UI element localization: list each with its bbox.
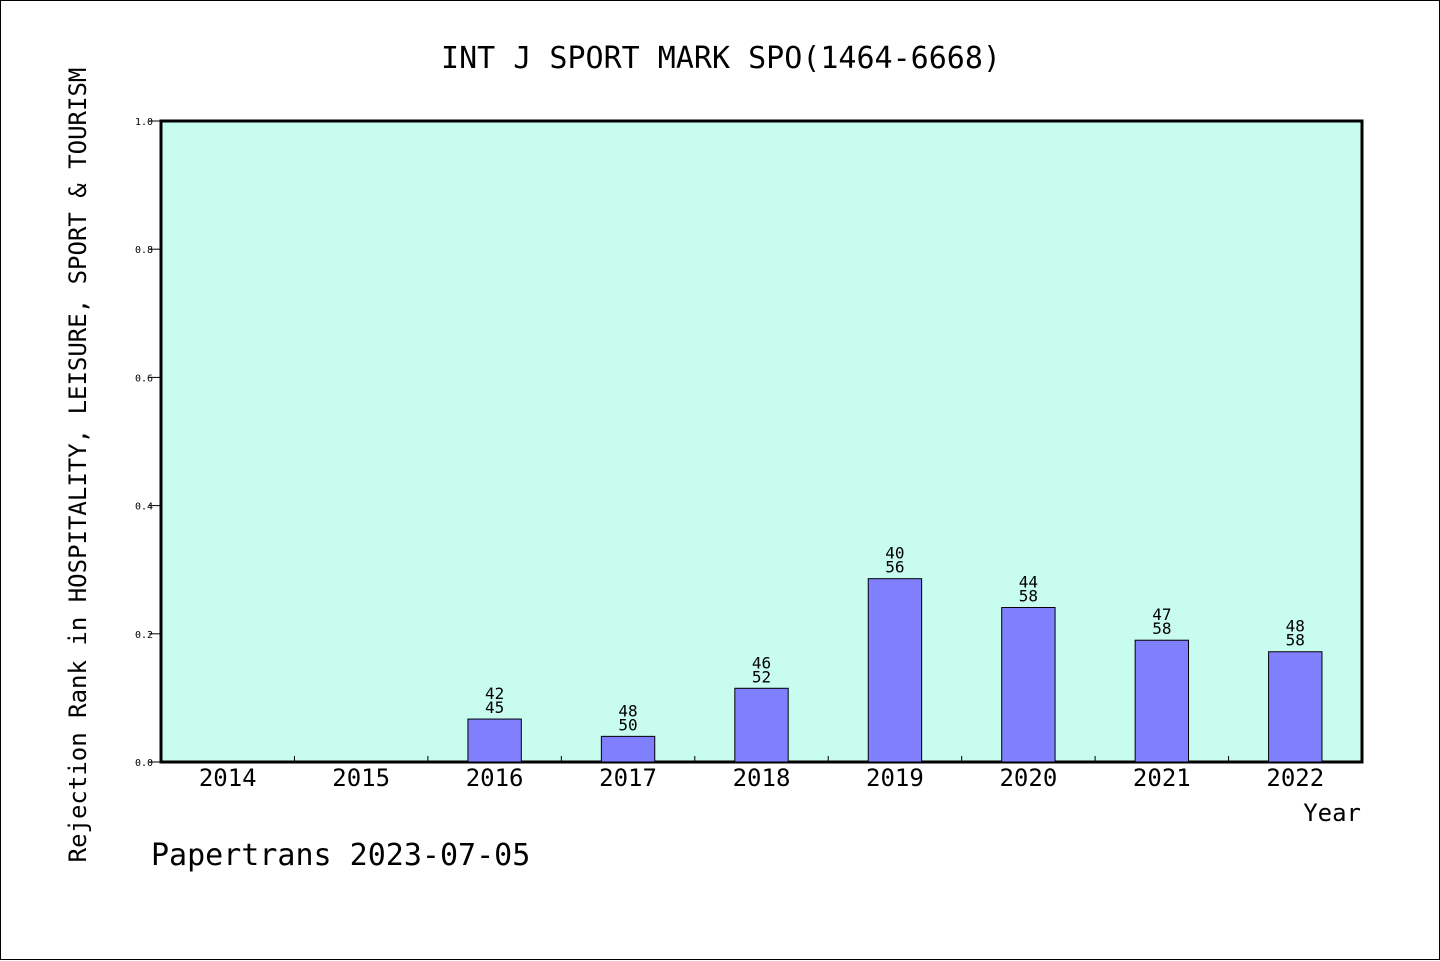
y-tick-label: 1.0 xyxy=(135,117,153,128)
bar-2018 xyxy=(734,687,789,763)
x-tick-label: 2020 xyxy=(999,764,1057,792)
bar-2022 xyxy=(1268,651,1323,763)
y-tick-label: 0.8 xyxy=(135,245,153,256)
x-tick-label: 2014 xyxy=(199,764,257,792)
y-tick-label: 0.2 xyxy=(135,630,153,641)
x-tick-label: 2015 xyxy=(332,764,390,792)
y-tick-label: 0.4 xyxy=(135,502,153,513)
bar-2017 xyxy=(600,735,656,763)
bar-label-total: 45 xyxy=(485,698,504,717)
bars xyxy=(467,578,1323,763)
bar-label-rank: 44 xyxy=(1019,573,1038,592)
footer-text: Papertrans 2023-07-05 xyxy=(151,838,530,873)
x-tick-label: 2022 xyxy=(1266,764,1324,792)
bar-label-total: 56 xyxy=(885,558,904,577)
y-tick-label: 0.6 xyxy=(135,373,153,384)
y-axis-ticks: 0.0 0.2 0.4 0.6 0.8 1.0 xyxy=(135,117,161,769)
bar-2019 xyxy=(867,578,923,763)
bar-2016 xyxy=(467,718,522,763)
bar-label-rank: 48 xyxy=(618,701,637,720)
x-tick-label: 2017 xyxy=(599,764,657,792)
bar-label-rank: 48 xyxy=(1286,617,1305,636)
y-tick-label: 0.0 xyxy=(135,758,153,769)
x-tick-label: 2019 xyxy=(866,764,924,792)
bar-label-total: 50 xyxy=(618,715,637,734)
chart-title: INT J SPORT MARK SPO(1464-6668) xyxy=(441,41,1001,76)
bar-label-total: 58 xyxy=(1152,619,1171,638)
bar-2020 xyxy=(1001,607,1056,763)
x-tick-label: 2016 xyxy=(466,764,524,792)
bar-2021 xyxy=(1134,639,1190,763)
bar-label-rank: 46 xyxy=(752,653,771,672)
bar-label-rank: 47 xyxy=(1152,605,1171,624)
bar-label-total: 52 xyxy=(752,667,771,686)
bar-label-rank: 42 xyxy=(485,684,504,703)
bar-label-total: 58 xyxy=(1019,587,1038,606)
x-tick-label: 2018 xyxy=(733,764,791,792)
bar-label-rank: 40 xyxy=(885,544,904,563)
y-axis-label: Rejection Rank in HOSPITALITY, LEISURE, … xyxy=(64,68,92,863)
x-tick-label: 2021 xyxy=(1133,764,1191,792)
x-axis-ticks: 2014 2015 2016 2017 2018 2019 2020 2021 2022 xyxy=(199,756,1324,792)
bar-label-total: 58 xyxy=(1286,631,1305,650)
x-axis-label: Year xyxy=(1303,799,1361,827)
